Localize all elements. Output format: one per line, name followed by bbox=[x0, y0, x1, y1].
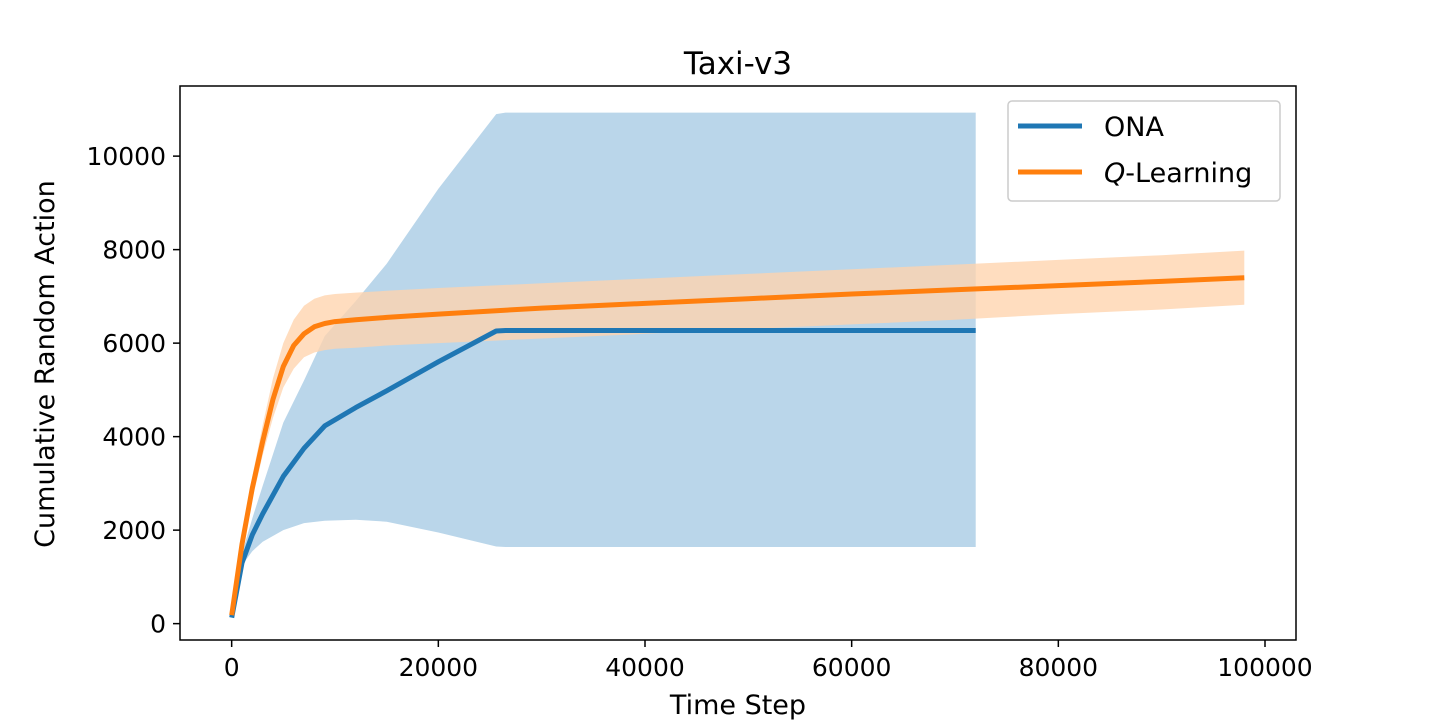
band-ona bbox=[231, 112, 976, 618]
plot-area bbox=[229, 112, 1245, 619]
x-tick-label: 20000 bbox=[399, 653, 479, 682]
line-q-learning bbox=[229, 275, 1245, 616]
y-tick-label: 4000 bbox=[102, 423, 166, 452]
y-tick-label: 6000 bbox=[102, 329, 166, 358]
legend-label-ona: ONA bbox=[1104, 112, 1164, 143]
y-tick-label: 10000 bbox=[86, 142, 166, 171]
x-tick-label: 0 bbox=[224, 653, 240, 682]
axes-frame bbox=[179, 85, 1297, 641]
y-tick-label: 2000 bbox=[102, 516, 166, 545]
x-tick-label: 100000 bbox=[1217, 653, 1312, 682]
legend: ONA Q-Learning bbox=[1007, 100, 1281, 202]
x-tick-label: 60000 bbox=[812, 653, 892, 682]
axes: 0 20000 40000 60000 80000 100000 0 2000 4000 6000… bbox=[86, 85, 1313, 682]
chart-title: Taxi-v3 bbox=[683, 46, 792, 82]
band-q-learning bbox=[231, 250, 1245, 616]
x-tick-label: 40000 bbox=[605, 653, 685, 682]
y-axis-label: Cumulative Random Action bbox=[30, 180, 61, 548]
x-tick-label: 80000 bbox=[1019, 653, 1099, 682]
y-tick-label: 0 bbox=[150, 610, 166, 639]
x-axis-label: Time Step bbox=[669, 690, 806, 720]
y-tick-label: 8000 bbox=[102, 236, 166, 265]
line-ona bbox=[229, 328, 976, 619]
legend-label-q-learning: Q-Learning bbox=[1104, 158, 1252, 189]
